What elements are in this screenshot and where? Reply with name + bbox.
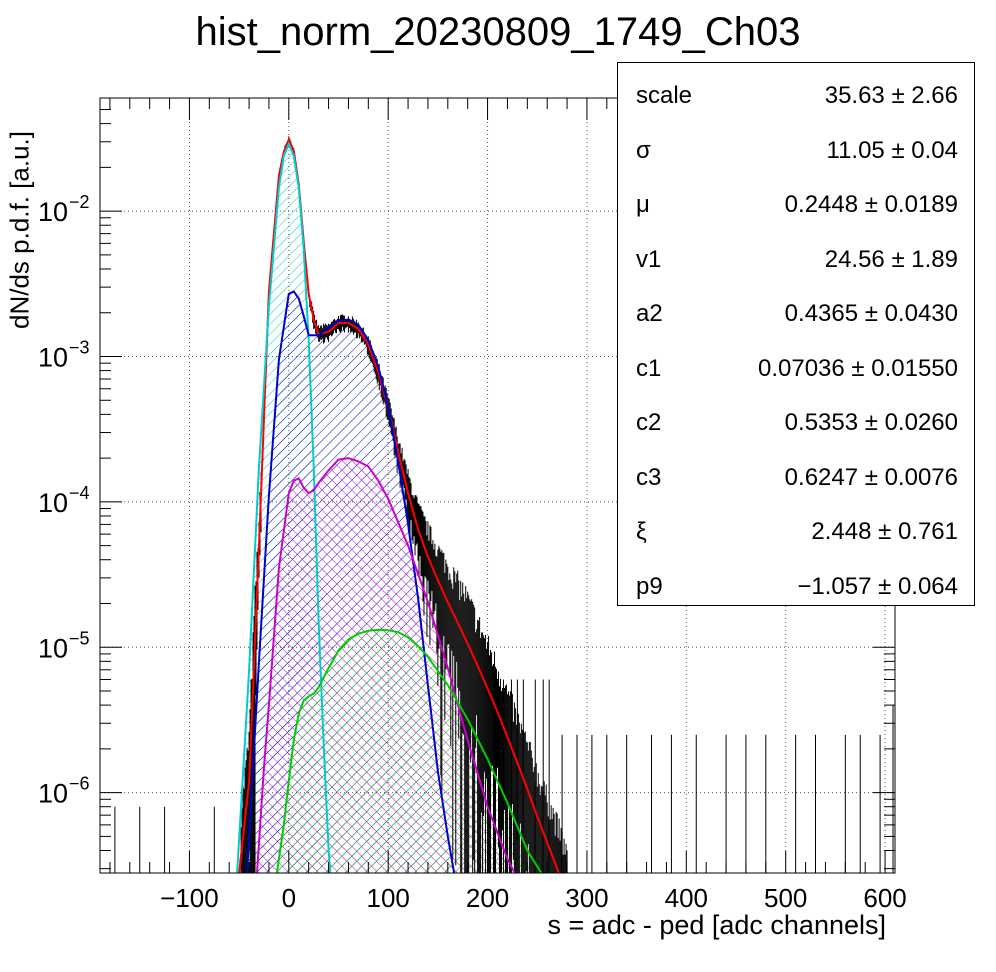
stat-name: c1 <box>636 354 662 382</box>
component-fill-4 <box>276 629 558 873</box>
stat-row: ξ 2.448 ± 0.761 <box>618 504 974 558</box>
x-tick-label: 100 <box>366 883 409 913</box>
stat-row: p9 −1.057 ± 0.064 <box>618 559 974 613</box>
stat-value: 0.4365 ± 0.0430 <box>784 300 958 327</box>
stat-row: σ 11.05 ± 0.04 <box>618 123 974 177</box>
stat-name: μ <box>636 191 650 218</box>
stat-name: ξ <box>636 518 647 545</box>
y-tick-label: 10 <box>38 779 68 809</box>
y-tick-label: 10 <box>38 197 68 227</box>
stat-value: 0.5353 ± 0.0260 <box>784 409 958 436</box>
y-tick-label: 10 <box>38 343 68 373</box>
stat-row: v1 24.56 ± 1.89 <box>618 232 974 286</box>
y-tick-exponent: −6 <box>69 774 90 794</box>
x-tick-label: 500 <box>764 883 807 913</box>
cyan-component-curve <box>236 141 332 873</box>
y-tick-label: 10 <box>38 488 68 518</box>
stat-name: scale <box>636 82 693 109</box>
stat-value: 0.07036 ± 0.01550 <box>757 354 958 382</box>
stat-name: v1 <box>636 245 662 273</box>
y-tick-exponent: −2 <box>69 192 90 212</box>
stat-value: 24.56 ± 1.89 <box>824 245 958 273</box>
x-tick-label: 400 <box>665 883 708 913</box>
x-tick-label: −100 <box>160 883 219 913</box>
y-tick-exponent: −5 <box>69 628 90 648</box>
y-tick-label: 10 <box>38 633 68 663</box>
green-component-curve <box>275 628 543 873</box>
x-tick-label: 200 <box>466 883 509 913</box>
blue-component-curve <box>246 290 456 873</box>
stat-name: p9 <box>636 572 663 600</box>
stat-value: 11.05 ± 0.04 <box>826 136 959 164</box>
chart-title: hist_norm_20230809_1749_Ch03 <box>195 10 801 54</box>
stat-name: c3 <box>636 463 662 491</box>
stat-row: scale 35.63 ± 2.66 <box>618 68 974 122</box>
x-axis-label: s = adc - ped [adc channels] <box>547 910 886 940</box>
stat-value: 2.448 ± 0.761 <box>811 518 958 545</box>
stat-value: −1.057 ± 0.064 <box>797 572 958 600</box>
stat-name: c2 <box>636 409 662 436</box>
stat-row: c3 0.6247 ± 0.0076 <box>618 450 974 504</box>
y-tick-exponent: −3 <box>69 338 90 358</box>
stat-row: a2 0.4365 ± 0.0430 <box>618 286 974 340</box>
stat-row: c2 0.5353 ± 0.0260 <box>618 395 974 449</box>
stat-name: a2 <box>636 300 663 327</box>
stat-row: μ 0.2448 ± 0.0189 <box>618 177 974 231</box>
stat-value: 0.2448 ± 0.0189 <box>784 191 958 218</box>
x-tick-label: 300 <box>565 883 608 913</box>
stat-row: c1 0.07036 ± 0.01550 <box>618 341 974 395</box>
y-axis-label-box: dN/ds p.d.f. [a.u.] <box>0 100 40 360</box>
stat-value: 0.6247 ± 0.0076 <box>784 463 958 491</box>
x-tick-label: 0 <box>282 883 296 913</box>
stat-name: σ <box>636 136 651 164</box>
x-tick-label: 600 <box>863 883 906 913</box>
fit-stats-box: scale 35.63 ± 2.66 σ 11.05 ± 0.04 μ 0.2448 ± … <box>617 62 975 606</box>
y-tick-exponent: −4 <box>69 483 90 503</box>
y-axis-label: dN/ds p.d.f. [a.u.] <box>4 131 35 329</box>
magenta-component-curve <box>256 457 516 873</box>
stat-value: 35.63 ± 2.66 <box>824 82 958 109</box>
